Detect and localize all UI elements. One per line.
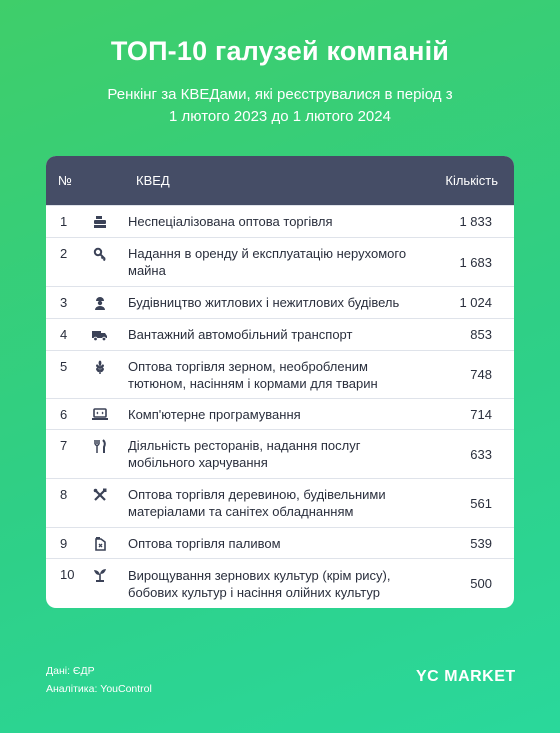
table-row: 1 Неспеціалізована оптова торгівля 1 833 bbox=[46, 205, 514, 237]
company-count: 1 833 bbox=[459, 214, 492, 229]
table-row: 2 Надання в оренду й експлуатацію нерухо… bbox=[46, 237, 514, 286]
kved-name: Надання в оренду й експлуатацію нерухомо… bbox=[128, 246, 407, 278]
logo-yc: YC bbox=[416, 668, 439, 686]
page-title: ТОП-10 галузей компаній bbox=[110, 36, 450, 66]
table-row: 3 Будівництво житлових і нежитлових буді… bbox=[46, 286, 514, 318]
row-number: 2 bbox=[60, 246, 68, 261]
table-row: 6 Комп'ютерне програмування 714 bbox=[46, 398, 514, 429]
row-number: 6 bbox=[60, 407, 68, 422]
company-count: 561 bbox=[470, 495, 492, 511]
builder-icon bbox=[92, 295, 108, 311]
analytics-source: Аналітика: YouControl bbox=[46, 683, 152, 695]
kved-name: Оптова торгівля паливом bbox=[128, 535, 281, 551]
yc-market-logo: YC MARKET bbox=[416, 668, 516, 686]
subtitle-line-1: Ренкінг за КВЕДами, які реєструвалися в … bbox=[107, 86, 453, 103]
column-header-number: № bbox=[58, 173, 72, 188]
cash-register-icon bbox=[92, 214, 108, 230]
company-count: 853 bbox=[470, 327, 492, 342]
data-source: Дані: ЄДР bbox=[46, 665, 95, 677]
row-number: 10 bbox=[60, 567, 75, 582]
company-count: 633 bbox=[470, 446, 492, 462]
wheat-icon bbox=[92, 359, 108, 375]
row-number: 8 bbox=[60, 487, 68, 502]
kved-name: Вирощування зернових культур (крім рису)… bbox=[128, 567, 391, 600]
kved-name: Комп'ютерне програмування bbox=[128, 406, 301, 422]
row-number: 5 bbox=[60, 359, 68, 374]
kved-name: Вантажний автомобільний транспорт bbox=[128, 327, 353, 342]
ranking-table: № КВЕД Кількість 1 Неспеціалізована опто… bbox=[46, 156, 514, 608]
row-number: 1 bbox=[60, 214, 68, 229]
footer-sources: Дані: ЄДР Аналітика: YouControl bbox=[46, 662, 152, 698]
kved-name: Неспеціалізована оптова торгівля bbox=[128, 214, 333, 229]
table-row: 4 Вантажний автомобільний транспорт 853 bbox=[46, 318, 514, 350]
company-count: 539 bbox=[470, 535, 492, 551]
subtitle-line-2: 1 лютого 2023 до 1 лютого 2024 bbox=[169, 108, 391, 125]
company-count: 748 bbox=[470, 367, 492, 382]
kved-name: Діяльність ресторанів, надання послуг мо… bbox=[128, 438, 361, 470]
table-row: 8 Оптова торгівля деревиною, будівельним… bbox=[46, 478, 514, 527]
table-row: 5 Оптова торгівля зерном, необробленим т… bbox=[46, 350, 514, 398]
kved-name: Будівництво житлових і нежитлових будіве… bbox=[128, 295, 400, 310]
truck-icon bbox=[92, 327, 108, 343]
fork-knife-icon bbox=[92, 438, 108, 454]
table-header: № КВЕД Кількість bbox=[46, 156, 514, 205]
row-number: 3 bbox=[60, 295, 68, 310]
fuel-canister-icon bbox=[92, 535, 108, 551]
row-number: 4 bbox=[60, 327, 68, 342]
company-count: 1 024 bbox=[459, 295, 492, 310]
row-number: 7 bbox=[60, 438, 68, 453]
company-count: 714 bbox=[470, 406, 492, 422]
column-header-kved: КВЕД bbox=[136, 173, 170, 188]
laptop-icon bbox=[92, 406, 108, 422]
page-subtitle: Ренкінг за КВЕДами, які реєструвалися в … bbox=[60, 84, 500, 128]
logo-market-text: MARKET bbox=[444, 668, 516, 685]
kved-name: Оптова торгівля деревиною, будівельними … bbox=[128, 487, 386, 519]
table-row: 10 Вирощування зернових культур (крім ри… bbox=[46, 558, 514, 608]
key-icon bbox=[92, 246, 108, 262]
table-row: 9 Оптова торгівля паливом 539 bbox=[46, 527, 514, 558]
logo-yc-text: YC bbox=[416, 668, 440, 685]
column-header-count: Кількість bbox=[445, 173, 498, 188]
company-count: 1 683 bbox=[459, 254, 492, 270]
row-number: 9 bbox=[60, 536, 68, 551]
sprout-icon bbox=[92, 567, 108, 583]
table-row: 7 Діяльність ресторанів, надання послуг … bbox=[46, 429, 514, 478]
kved-name: Оптова торгівля зерном, необробленим тют… bbox=[128, 358, 378, 391]
company-count: 500 bbox=[470, 576, 492, 591]
tools-icon bbox=[92, 487, 108, 503]
